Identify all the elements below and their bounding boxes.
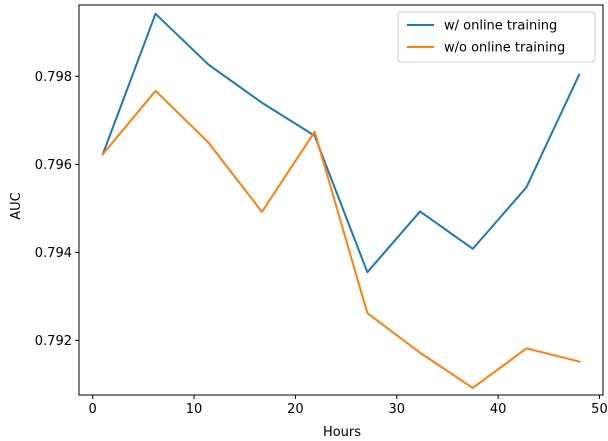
- x-axis-label: Hours: [323, 425, 361, 440]
- x-tick-label: 10: [186, 402, 203, 417]
- series-line-1: [101, 89, 581, 389]
- y-tick-label: 0.792: [35, 334, 72, 349]
- legend: w/ online training w/o online training: [397, 11, 596, 63]
- legend-label-0: w/ online training: [444, 19, 557, 34]
- y-tick-label: 0.796: [35, 158, 72, 173]
- y-axis-label: AUC: [9, 192, 24, 220]
- legend-label-1: w/o online training: [444, 41, 565, 56]
- x-tick-label: 20: [287, 402, 304, 417]
- x-tick-label: 0: [89, 402, 97, 417]
- series-line-0: [101, 12, 581, 274]
- legend-box: [397, 11, 596, 63]
- axes-layer: 0 10 20 30 40 50 0.792 0.794 0.796 0.798: [35, 4, 608, 417]
- x-tick-label: 30: [388, 402, 405, 417]
- axes-frame: [78, 4, 604, 396]
- series-layer: [101, 12, 581, 389]
- y-tick-label: 0.794: [35, 246, 72, 261]
- y-tick-label: 0.798: [35, 70, 72, 85]
- x-tick-label: 40: [490, 402, 507, 417]
- x-tick-label: 50: [591, 402, 608, 417]
